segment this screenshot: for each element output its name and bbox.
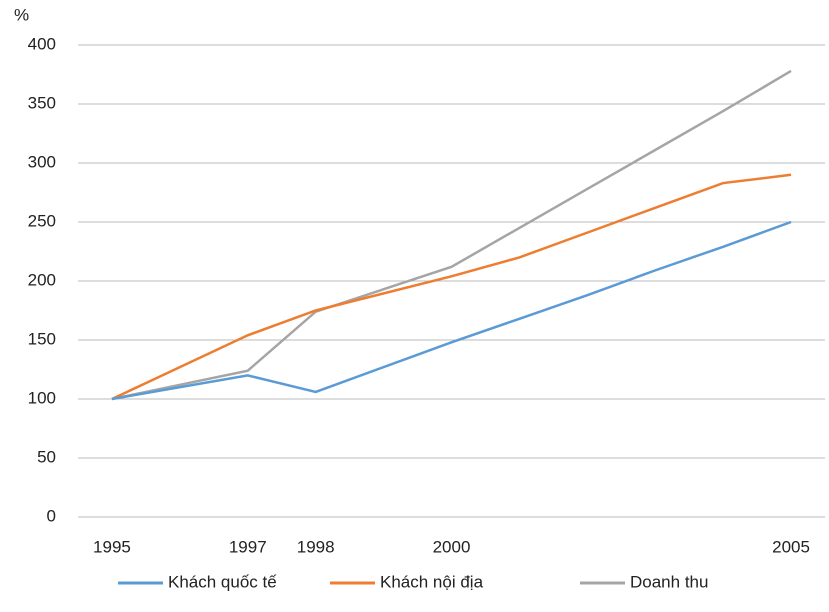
y-axis-label: % (14, 5, 29, 24)
y-tick-label: 100 (28, 388, 56, 407)
y-tick-label: 0 (47, 506, 56, 525)
legend-label: Doanh thu (630, 572, 708, 591)
y-tick-label: 150 (28, 329, 56, 348)
y-tick-label: 50 (37, 447, 56, 466)
x-tick-label: 1997 (229, 537, 267, 556)
y-tick-label: 250 (28, 211, 56, 230)
y-tick-label: 350 (28, 93, 56, 112)
x-tick-label: 1995 (93, 537, 131, 556)
y-tick-label: 300 (28, 152, 56, 171)
y-tick-label: 200 (28, 270, 56, 289)
series-line (111, 173, 792, 401)
legend-label: Khách quốc tế (168, 572, 277, 591)
x-tick-label: 1998 (297, 537, 335, 556)
x-tick-label: 2000 (433, 537, 471, 556)
x-tick-label: 2005 (772, 537, 810, 556)
y-tick-label: 400 (28, 34, 56, 53)
series-line (111, 220, 792, 401)
legend-label: Khách nội địa (380, 572, 484, 591)
series-line (111, 69, 792, 401)
